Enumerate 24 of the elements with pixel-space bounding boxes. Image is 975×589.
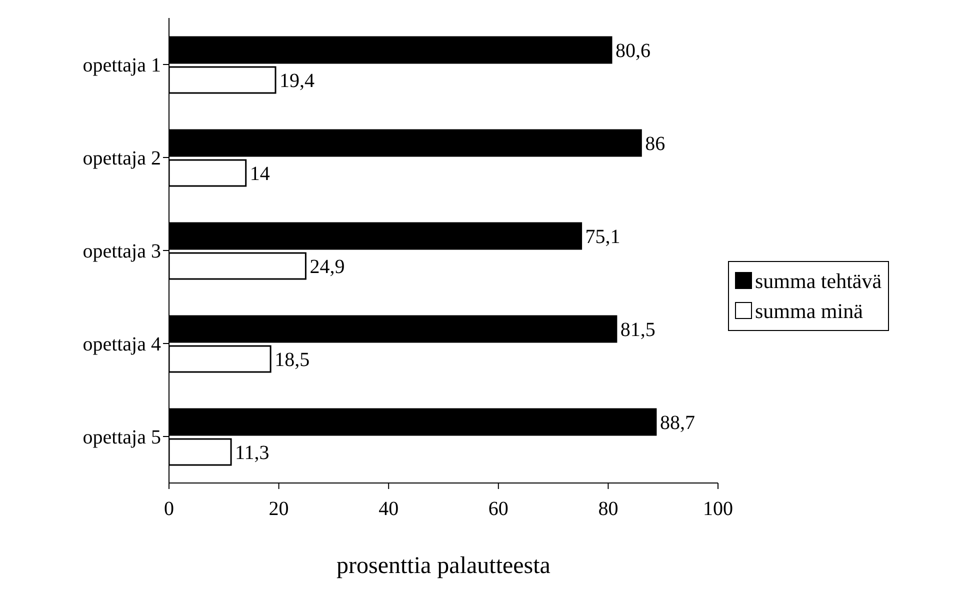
- legend-label: summa tehtävä: [755, 268, 882, 294]
- data-label: 24,9: [310, 256, 345, 278]
- y-tick-label: opettaja 3: [82, 240, 161, 263]
- y-tick-label: opettaja 2: [82, 148, 161, 170]
- data-label: 88,7: [660, 412, 695, 434]
- legend-label: summa minä: [755, 298, 863, 324]
- data-label: 86: [645, 133, 666, 156]
- data-label: 81,5: [620, 319, 656, 342]
- x-axis-title: prosenttia palautteesta: [336, 553, 551, 579]
- data-label: 80,6: [615, 40, 650, 62]
- x-tick-label: 60: [488, 498, 508, 520]
- y-tick-label: opettaja 4: [82, 334, 161, 356]
- x-tick-label: 100: [703, 498, 733, 520]
- data-label: 19,4: [280, 70, 315, 92]
- data-label: 18,5: [274, 349, 310, 372]
- x-tick-label: 80: [598, 498, 618, 520]
- y-tick-label: opettaja 1: [82, 54, 161, 77]
- data-label: 11,3: [235, 442, 270, 464]
- data-label: 75,1: [585, 226, 620, 248]
- x-tick-label: 40: [378, 498, 399, 520]
- data-label: 14: [250, 163, 270, 186]
- x-tick-label: 20: [268, 498, 289, 520]
- y-tick-label: opettaja 5: [82, 426, 161, 449]
- x-tick-label: 0: [164, 498, 174, 520]
